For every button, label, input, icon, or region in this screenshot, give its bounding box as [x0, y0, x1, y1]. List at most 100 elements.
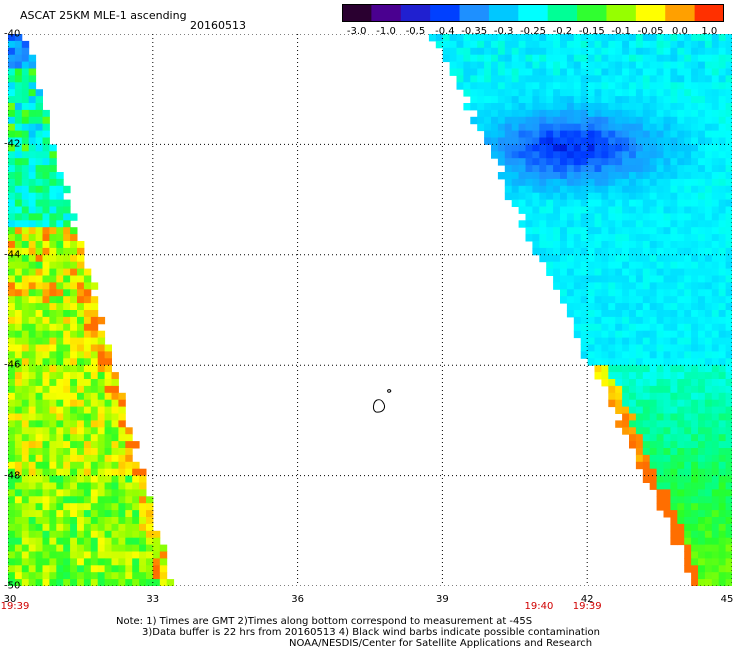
- wind-cell: [656, 434, 664, 442]
- wind-cell: [677, 351, 685, 359]
- wind-cell: [83, 454, 92, 463]
- wind-cell: [718, 379, 727, 387]
- wind-cell: [663, 144, 671, 152]
- wind-cell: [28, 130, 37, 138]
- wind-cell: [656, 75, 664, 83]
- wind-cell: [560, 241, 568, 249]
- wind-cell: [677, 220, 685, 228]
- wind-cell: [90, 448, 99, 456]
- wind-cell: [35, 434, 43, 442]
- wind-cell: [587, 303, 595, 311]
- wind-cell: [118, 510, 126, 518]
- wind-cell: [573, 192, 582, 201]
- wind-cell: [580, 254, 589, 263]
- wind-cell: [718, 178, 727, 187]
- wind-cell: [615, 372, 623, 380]
- wind-cell: [656, 220, 664, 228]
- wind-cell: [615, 379, 623, 387]
- wind-cell: [725, 227, 732, 235]
- wind-cell: [642, 109, 651, 118]
- wind-cell: [63, 572, 71, 580]
- wind-cell: [615, 144, 623, 152]
- wind-cell: [104, 503, 112, 511]
- wind-cell: [8, 158, 16, 166]
- wind-cell: [691, 468, 699, 477]
- wind-cell: [28, 413, 37, 421]
- wind-cell: [49, 496, 57, 504]
- wind-cell: [656, 351, 664, 359]
- wind-cell: [111, 496, 119, 504]
- wind-cell: [442, 34, 451, 42]
- wind-cell: [642, 461, 651, 470]
- wind-cell: [587, 351, 595, 359]
- wind-cell: [663, 385, 671, 394]
- wind-cell: [725, 316, 732, 325]
- wind-cell: [684, 441, 692, 449]
- wind-cell: [615, 330, 623, 339]
- wind-cell: [97, 420, 106, 428]
- wind-cell: [566, 296, 575, 304]
- wind-cell: [139, 523, 147, 532]
- wind-cell: [8, 351, 16, 359]
- wind-cell: [14, 379, 23, 387]
- wind-cell: [649, 192, 658, 201]
- note-line-2: 3)Data buffer is 22 hrs from 20160513 4)…: [142, 627, 600, 638]
- wind-cell: [8, 503, 16, 511]
- wind-cell: [28, 254, 37, 263]
- wind-cell: [622, 137, 630, 145]
- wind-cell: [532, 247, 540, 256]
- wind-cell: [8, 344, 16, 352]
- wind-cell: [587, 82, 595, 90]
- wind-cell: [77, 323, 85, 332]
- wind-cell: [642, 220, 651, 228]
- wind-cell: [35, 165, 43, 173]
- wind-cell: [104, 365, 112, 373]
- wind-cell: [14, 558, 23, 566]
- wind-cell: [691, 337, 699, 345]
- wind-cell: [622, 330, 630, 339]
- wind-cell: [649, 220, 658, 228]
- wind-cell: [42, 523, 50, 532]
- wind-cell: [21, 89, 30, 97]
- wind-cell: [28, 537, 37, 546]
- wind-cell: [28, 172, 37, 180]
- wind-cell: [670, 461, 678, 470]
- wind-cell: [484, 68, 492, 76]
- wind-cell: [21, 551, 30, 559]
- wind-cell: [635, 406, 644, 414]
- wind-cell: [42, 365, 50, 373]
- wind-cell: [677, 199, 685, 207]
- wind-cell: [718, 165, 727, 173]
- wind-cell: [21, 296, 30, 304]
- wind-cell: [677, 96, 685, 104]
- wind-cell: [684, 565, 692, 573]
- wind-cell: [42, 420, 50, 428]
- wind-cell: [691, 220, 699, 228]
- wind-cell: [525, 192, 533, 201]
- wind-cell: [635, 40, 644, 49]
- wind-cell: [8, 289, 16, 297]
- wind-cell: [608, 247, 616, 256]
- note-line-3: NOAA/NESDIS/Center for Satellite Applica…: [289, 638, 593, 649]
- wind-cell: [77, 537, 85, 546]
- wind-cell: [629, 82, 637, 90]
- latitude-tick-label: -50: [4, 580, 21, 592]
- wind-cell: [560, 116, 568, 125]
- wind-cell: [573, 89, 582, 97]
- wind-cell: [111, 468, 119, 477]
- wind-cell: [656, 358, 664, 366]
- wind-cell: [704, 344, 713, 352]
- wind-cell: [532, 227, 540, 235]
- wind-cell: [166, 579, 175, 586]
- wind-cell: [56, 510, 64, 518]
- wind-cell: [573, 137, 582, 145]
- wind-cell: [21, 461, 30, 470]
- wind-cell: [601, 123, 609, 132]
- wind-cell: [132, 530, 140, 539]
- wind-cell: [56, 572, 64, 580]
- wind-cell: [14, 75, 23, 83]
- wind-cell: [608, 68, 616, 76]
- wind-cell: [594, 234, 602, 242]
- wind-cell: [49, 227, 57, 235]
- wind-cell: [608, 199, 616, 207]
